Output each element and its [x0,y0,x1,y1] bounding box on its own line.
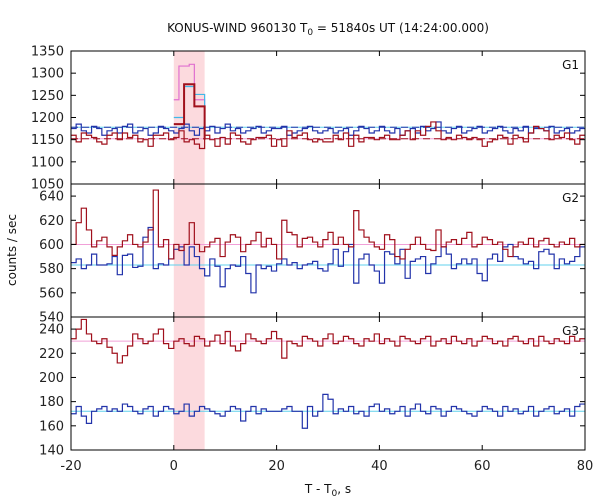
y-tick-label: 180 [39,395,64,410]
y-tick-label: 640 [39,190,64,205]
y-tick-label: 620 [39,214,64,229]
x-tick-label: -20 [60,459,81,474]
chart-title: KONUS-WIND 960130 T0 = 51840s UT (14:24:… [167,21,489,38]
series-dark-g1 [71,121,585,150]
x-tick-label: 20 [268,459,285,474]
panel-label-g2: G2 [562,191,579,205]
y-tick-label: 1300 [31,67,64,82]
y-tick-label: 1350 [31,45,64,60]
x-axis-title: T - T0, s [304,482,351,499]
fine-series-0 [173,63,206,129]
panel-frame-g1 [70,50,586,185]
series-blue-g3 [71,393,585,429]
fine-series-2 [173,83,206,140]
y-tick-label: 580 [39,262,64,277]
panel-frame-g3 [70,316,586,451]
chart-title-suffix: = 51840s UT (14:24:00.000) [313,21,489,35]
series-dark-g2 [71,189,585,260]
x-axis-title-subscript: 0 [332,489,338,499]
y-tick-label: 220 [39,347,64,362]
series-dark-g3 [71,318,585,364]
panel-label-g1: G1 [562,58,579,72]
plot-layer: 1050 1100 1150 1200 1250 1300 1350 G1 540 560 580 6… [31,45,593,475]
x-tick-label: 80 [577,459,594,474]
x-tick-label: 40 [371,459,388,474]
y-tick-label: 1250 [31,89,64,104]
panel-g3: 140 160 180 200 220 240 G3 [39,316,586,459]
y-tick-label: 160 [39,419,64,434]
y-tick-label: 540 [39,311,64,326]
y-tick-label: 140 [39,444,64,459]
y-tick-label: 200 [39,371,64,386]
panel-label-g3: G3 [562,324,579,338]
y-tick-label: 1200 [31,111,64,126]
y-tick-label: 1050 [31,178,64,193]
y-tick-label: 1100 [31,155,64,170]
panel-g1: 1050 1100 1150 1200 1250 1300 1350 G1 [31,45,586,193]
y-tick-label: 240 [39,323,64,338]
y-tick-label: 1150 [31,133,64,148]
panel-g2: 540 560 580 600 620 640 G2 [39,183,586,326]
x-tick-label: 60 [474,459,491,474]
series-blue-g2 [71,226,585,294]
y-tick-label: 600 [39,238,64,253]
x-tick-label: 0 [170,459,178,474]
series-blue-g1 [71,121,585,136]
chart-title-subscript: 0 [307,28,313,38]
y-axis-title: counts / sec [5,214,19,286]
x-axis-title-prefix: T - T [304,482,332,496]
chart-title-prefix: KONUS-WIND 960130 T [167,21,308,35]
y-tick-label: 560 [39,286,64,301]
x-axis-title-suffix: , s [337,482,351,496]
